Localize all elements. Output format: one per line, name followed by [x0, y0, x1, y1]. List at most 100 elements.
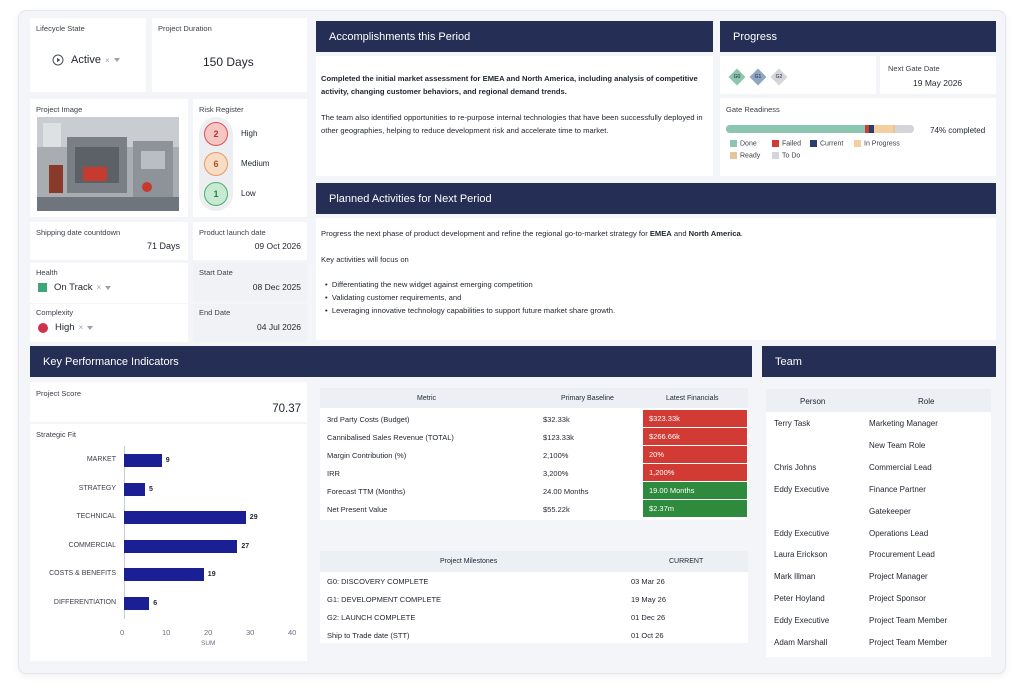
metric-baseline: 24.00 Months	[543, 487, 589, 496]
project-image-label: Project Image	[36, 105, 83, 114]
planned-header: Planned Activities for Next Period	[316, 183, 996, 214]
accomplishments-body: Completed the initial market assessment …	[316, 56, 713, 176]
planned-focus: Key activities will focus on	[321, 255, 409, 264]
metric-name: IRR	[327, 469, 340, 478]
risk-high-count[interactable]: 2	[204, 122, 228, 146]
readiness-segment	[895, 125, 914, 133]
clear-icon[interactable]: ×	[96, 283, 102, 292]
baseline-header: Primary Baseline	[561, 395, 614, 402]
project-score-value: 70.37	[272, 403, 301, 415]
chart-category-label: TECHNICAL	[76, 513, 116, 520]
chevron-down-icon[interactable]	[87, 325, 94, 330]
chart-bar-value: 29	[249, 514, 258, 521]
legend-swatch	[730, 152, 737, 159]
metric-name: Net Present Value	[327, 505, 388, 514]
complexity-select[interactable]: High ×	[38, 322, 94, 333]
team-person: Adam Marshall	[774, 638, 828, 647]
clear-icon[interactable]: ×	[78, 323, 84, 332]
chart-x-tick: 10	[162, 628, 171, 637]
chart-bar-value: 19	[207, 571, 216, 578]
chart-bar[interactable]	[124, 482, 145, 496]
milestones-table-header	[320, 551, 748, 572]
latest-header: Latest Financials	[666, 395, 719, 402]
launch-date-card: Product launch date 09 Oct 2026	[193, 222, 307, 260]
chart-x-tick: 0	[120, 628, 125, 637]
team-person: Peter Hoyland	[774, 594, 825, 604]
accomplishments-bold-text: Completed the initial market assessment …	[321, 74, 698, 96]
team-role: Commercial Lead	[869, 462, 932, 472]
chart-bar[interactable]	[124, 596, 150, 610]
project-score-card: Project Score 70.37	[30, 382, 307, 422]
risk-medium-label: Medium	[241, 159, 270, 168]
team-role: New Team Role	[869, 440, 926, 450]
lifecycle-card: Lifecycle State Active ×	[30, 18, 146, 92]
next-gate-value: 19 May 2026	[913, 78, 963, 88]
health-card: Health On Track ×	[30, 263, 188, 303]
health-status-icon	[38, 283, 47, 292]
metric-latest: 1,200%	[643, 464, 747, 481]
chart-x-axis-label: SUM	[201, 640, 216, 647]
launch-value: 09 Oct 2026	[254, 241, 301, 251]
complexity-status-icon	[38, 322, 48, 333]
planned-bullet: • Validating customer requirements, and	[325, 293, 462, 302]
readiness-segment	[893, 125, 896, 133]
milestone-name: G2: LAUNCH COMPLETE	[327, 613, 416, 622]
start-value: 08 Dec 2025	[252, 282, 301, 292]
chart-bar[interactable]	[124, 511, 246, 524]
team-person: Mark Illman	[774, 572, 816, 582]
chart-bar-value: 27	[241, 542, 250, 550]
metric-baseline: $55.22k	[543, 505, 570, 514]
chart-bar-value: 6	[153, 599, 158, 607]
chevron-down-icon[interactable]	[105, 285, 112, 290]
team-person: Eddy Executive	[774, 616, 830, 626]
lifecycle-select[interactable]: Active ×	[52, 54, 120, 66]
readiness-segment	[726, 125, 866, 133]
team-role: Project Sponsor	[869, 594, 926, 604]
milestone-date: 19 May 26	[631, 595, 667, 604]
metric-latest: $266.66k	[643, 428, 747, 445]
duration-label: Project Duration	[158, 24, 212, 33]
milestones-table: Project Milestones CURRENT	[320, 551, 748, 643]
end-label: End Date	[199, 308, 231, 317]
lifecycle-label: Lifecycle State	[36, 24, 85, 33]
next-gate-card: Next Gate Date 19 May 2026	[880, 56, 996, 94]
shipping-value: 71 Days	[146, 241, 180, 251]
risk-low-count[interactable]: 1	[204, 182, 228, 206]
gate-label-g2: G2	[775, 74, 783, 80]
project-score-label: Project Score	[36, 389, 82, 398]
duration-value: 150 Days	[203, 55, 254, 69]
chart-bar[interactable]	[124, 568, 204, 581]
clear-icon[interactable]: ×	[104, 55, 110, 65]
lifecycle-value: Active	[71, 54, 101, 66]
team-role: Gatekeeper	[869, 506, 911, 516]
chart-bar[interactable]	[124, 539, 238, 553]
metric-header: Metric	[417, 395, 437, 402]
health-label: Health	[36, 268, 58, 277]
legend-failed: Failed	[772, 140, 801, 147]
risk-medium-count[interactable]: 6	[204, 152, 228, 176]
chart-category-label: STRATEGY	[78, 484, 116, 492]
team-header: Team	[762, 346, 996, 377]
legend-current: Current	[810, 140, 843, 147]
chart-bar[interactable]	[124, 454, 162, 467]
chart-x-tick: 40	[288, 628, 297, 637]
end-value: 04 Jul 2026	[257, 322, 301, 332]
legend-ready: Ready	[730, 152, 760, 159]
chart-category-label: COSTS & BENEFITS	[49, 570, 116, 577]
milestone-date: 01 Dec 26	[631, 613, 666, 622]
metric-latest: $2.37m	[643, 500, 747, 517]
chevron-down-icon[interactable]	[113, 58, 120, 62]
chart-category-label: MARKET	[86, 456, 116, 463]
launch-label: Product launch date	[199, 228, 266, 237]
complexity-value: High	[55, 322, 75, 333]
team-role: Project Team Member	[869, 638, 948, 647]
health-select[interactable]: On Track ×	[38, 282, 112, 293]
project-image-card: Project Image	[30, 99, 188, 217]
start-label: Start Date	[199, 268, 233, 277]
duration-card: Project Duration 150 Days	[152, 18, 307, 92]
strategic-fit-chart: MARKET 9 STRATEGY 5 TECHNICAL 29 COMMERCIAL 27 C…	[30, 424, 307, 661]
strategic-fit-label: Strategic Fit	[36, 430, 77, 439]
legend-swatch	[854, 140, 861, 147]
role-header: Role	[918, 397, 935, 406]
play-circle-icon	[52, 54, 64, 66]
